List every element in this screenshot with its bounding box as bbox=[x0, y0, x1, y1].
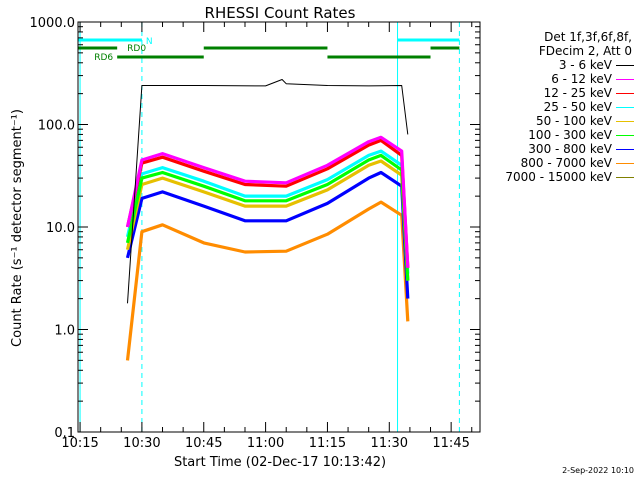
legend-entry: 25 - 50 keV bbox=[484, 100, 640, 114]
legend-swatch bbox=[616, 121, 634, 122]
y-axis-label: Count Rate (s⁻¹ detector segment⁻¹) bbox=[10, 109, 25, 347]
x-tick-label: 10:45 bbox=[185, 436, 222, 451]
legend-label: 100 - 300 keV bbox=[528, 128, 612, 142]
chart-title: RHESSI Count Rates bbox=[205, 4, 356, 22]
legend-swatch bbox=[616, 79, 634, 80]
series-line-50-100-kev bbox=[125, 159, 410, 281]
legend-label: 25 - 50 keV bbox=[543, 100, 612, 114]
plot-frame bbox=[77, 21, 481, 433]
x-tick-label: 11:45 bbox=[432, 436, 469, 451]
legend-header-line-1: Det 1f,3f,6f,8f, bbox=[544, 30, 632, 44]
series-line-6-12-kev bbox=[125, 135, 410, 268]
legend-label: 800 - 7000 keV bbox=[520, 156, 612, 170]
legend-entry: 3 - 6 keV bbox=[484, 58, 640, 72]
y-tick-label: 1.0 bbox=[54, 324, 75, 339]
y-tick-label: 1000.0 bbox=[30, 16, 76, 31]
legend-label: 50 - 100 keV bbox=[535, 114, 612, 128]
y-tick-label: 0.1 bbox=[54, 426, 75, 441]
legend-swatch bbox=[616, 177, 634, 178]
legend-header-line-2: FDecim 2, Att 0 bbox=[538, 44, 632, 58]
series-line-300-800-kev bbox=[125, 170, 410, 299]
legend-swatch bbox=[616, 135, 634, 136]
y-tick-label: 10.0 bbox=[46, 221, 75, 236]
generation-timestamp: 2-Sep-2022 10:10 bbox=[562, 466, 634, 475]
band-label-rd0: RD0 bbox=[127, 44, 146, 54]
series-line-800-7000-kev bbox=[125, 200, 410, 361]
x-tick-label: 11:00 bbox=[247, 436, 284, 451]
x-tick-label: 11:30 bbox=[371, 436, 408, 451]
x-tick-label: 10:30 bbox=[123, 436, 160, 451]
x-tick-label: 10:15 bbox=[61, 436, 98, 451]
series-line-12-25-kev bbox=[125, 138, 410, 268]
legend-entry: 300 - 800 keV bbox=[484, 142, 640, 156]
band-label-n: N bbox=[146, 37, 153, 47]
legend-swatch bbox=[616, 93, 634, 94]
legend-entry: 100 - 300 keV bbox=[484, 128, 640, 142]
x-tick-label: 11:15 bbox=[309, 436, 346, 451]
legend-entry: 800 - 7000 keV bbox=[484, 156, 640, 170]
legend-swatch bbox=[616, 149, 634, 150]
y-tick-label: 100.0 bbox=[38, 119, 75, 134]
series-line-3-6-kev bbox=[127, 79, 409, 304]
legend-label: 12 - 25 keV bbox=[543, 86, 612, 100]
series-line-25-50-kev bbox=[125, 149, 410, 274]
legend-entry: 7000 - 15000 keV bbox=[484, 170, 640, 184]
legend-label: 300 - 800 keV bbox=[528, 142, 612, 156]
legend-header: Det 1f,3f,6f,8f, FDecim 2, Att 0 bbox=[484, 30, 632, 58]
legend-swatch bbox=[616, 163, 634, 164]
legend-swatch bbox=[616, 65, 634, 66]
legend-swatch bbox=[616, 107, 634, 108]
legend-entry: 12 - 25 keV bbox=[484, 86, 640, 100]
x-axis-label: Start Time (02-Dec-17 10:13:42) bbox=[174, 455, 386, 470]
band-label-rd6: RD6 bbox=[94, 53, 113, 63]
legend-label: 3 - 6 keV bbox=[558, 58, 612, 72]
legend: 3 - 6 keV 6 - 12 keV 12 - 25 keV 25 - 50 ke… bbox=[484, 58, 640, 184]
legend-entry: 50 - 100 keV bbox=[484, 114, 640, 128]
legend-label: 7000 - 15000 keV bbox=[505, 170, 612, 184]
series-line-100-300-kev bbox=[125, 153, 410, 281]
legend-entry: 6 - 12 keV bbox=[484, 72, 640, 86]
legend-label: 6 - 12 keV bbox=[551, 72, 612, 86]
